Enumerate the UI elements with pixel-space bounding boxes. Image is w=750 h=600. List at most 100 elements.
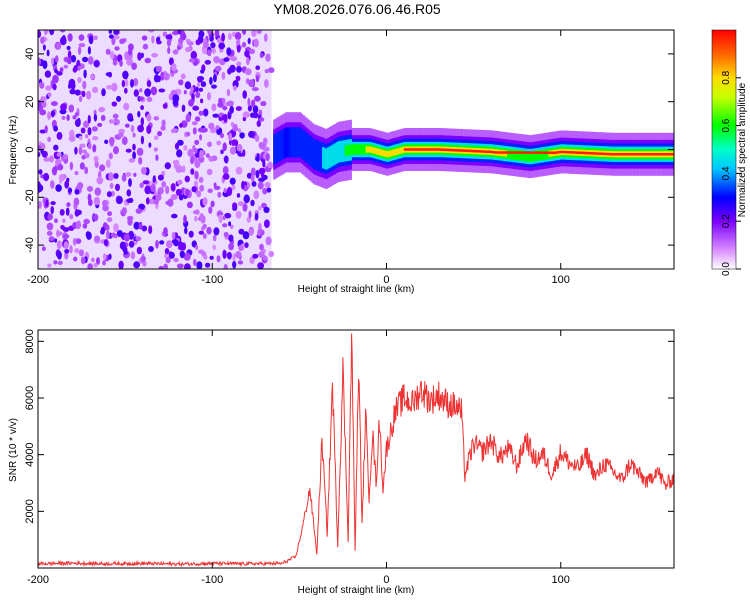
noise-blob <box>182 165 186 173</box>
noise-blob <box>114 233 118 239</box>
noise-blob <box>50 110 55 118</box>
noise-blob <box>235 210 242 219</box>
noise-blob <box>160 71 165 81</box>
track-cell <box>512 149 514 160</box>
noise-blob <box>220 149 224 155</box>
noise-blob <box>124 172 132 177</box>
noise-blob <box>159 240 165 245</box>
noise-blob <box>237 260 243 265</box>
noise-blob <box>54 238 58 243</box>
track-cell <box>327 147 330 169</box>
noise-blob <box>107 211 113 217</box>
noise-blob <box>43 157 51 162</box>
noise-blob <box>192 127 197 135</box>
noise-blob <box>130 251 136 260</box>
noise-blob <box>137 110 141 118</box>
track-cell <box>386 151 389 158</box>
noise-blob <box>165 257 171 264</box>
noise-blob <box>207 188 213 194</box>
noise-blob <box>161 119 166 128</box>
noise-blob <box>258 251 265 258</box>
noise-blob <box>244 242 249 249</box>
noise-blob <box>191 121 198 126</box>
noise-blob <box>244 50 250 58</box>
noise-blob <box>262 160 266 168</box>
noise-blob <box>151 53 159 58</box>
noise-blob <box>194 215 198 222</box>
noise-blob <box>161 181 167 188</box>
noise-blob <box>178 241 184 249</box>
noise-blob <box>236 38 241 47</box>
track-cell <box>532 150 535 162</box>
noise-blob <box>136 147 144 156</box>
chart-title: YM08.2026.076.06.46.R05 <box>273 1 441 17</box>
track-cell <box>342 140 345 162</box>
noise-blob <box>119 59 123 67</box>
noise-blob <box>92 136 99 141</box>
noise-blob <box>256 120 261 127</box>
noise-blob <box>108 172 114 182</box>
noise-blob <box>166 38 172 47</box>
noise-blob <box>196 82 201 88</box>
track-cell <box>508 148 511 160</box>
y-tick-label: 6000 <box>24 386 36 410</box>
track-cell <box>384 150 387 157</box>
track-cell <box>393 149 396 156</box>
noise-blob <box>238 128 241 133</box>
x-tick-label: -200 <box>27 274 49 286</box>
noise-blob <box>192 258 197 266</box>
noise-blob <box>99 164 106 172</box>
noise-blob <box>72 237 77 246</box>
noise-blob <box>56 42 61 50</box>
noise-blob <box>105 72 112 77</box>
noise-blob <box>141 35 148 41</box>
noise-blob <box>205 262 211 268</box>
noise-blob <box>109 182 114 189</box>
noise-blob <box>118 128 125 134</box>
noise-blob <box>236 44 241 53</box>
snr-x-ticks: -200 -100 0 100 <box>27 330 570 586</box>
noise-blob <box>234 31 242 41</box>
noise-blob <box>192 105 200 111</box>
noise-blob <box>249 256 255 265</box>
noise-blob <box>251 87 259 92</box>
noise-blob <box>111 82 118 92</box>
noise-blob <box>92 213 99 222</box>
y-tick-label: -20 <box>24 189 36 205</box>
noise-blob <box>57 260 63 265</box>
noise-blob <box>130 125 135 133</box>
y-tick-label: 40 <box>24 48 36 60</box>
track-cell <box>339 140 342 163</box>
noise-blob <box>214 30 220 37</box>
noise-blob <box>121 136 128 145</box>
noise-blob <box>56 71 63 76</box>
noise-blob <box>74 89 81 96</box>
noise-blob <box>235 106 242 111</box>
noise-blob <box>168 251 175 259</box>
y-tick-label: 20 <box>24 96 36 108</box>
noise-blob <box>254 213 259 221</box>
noise-blob <box>77 77 82 83</box>
noise-blob <box>45 199 49 207</box>
noise-blob <box>165 200 172 206</box>
noise-blob <box>194 139 200 146</box>
noise-blob <box>142 180 150 185</box>
noise-blob <box>113 223 119 233</box>
noise-blob <box>222 223 228 228</box>
noise-blob <box>133 221 140 230</box>
noise-blob <box>128 178 132 187</box>
noise-blob <box>119 241 126 250</box>
noise-blob <box>260 169 265 179</box>
noise-blob <box>78 249 85 257</box>
track-cell <box>379 149 382 156</box>
noise-blob <box>194 116 201 122</box>
noise-blob <box>140 52 144 58</box>
noise-blob <box>108 30 112 34</box>
noise-blob <box>249 227 254 237</box>
noise-blob <box>255 65 260 70</box>
noise-blob <box>86 90 92 100</box>
noise-blob <box>238 244 244 252</box>
noise-blob <box>262 187 268 195</box>
noise-blob <box>93 109 97 116</box>
noise-blob <box>253 38 259 48</box>
